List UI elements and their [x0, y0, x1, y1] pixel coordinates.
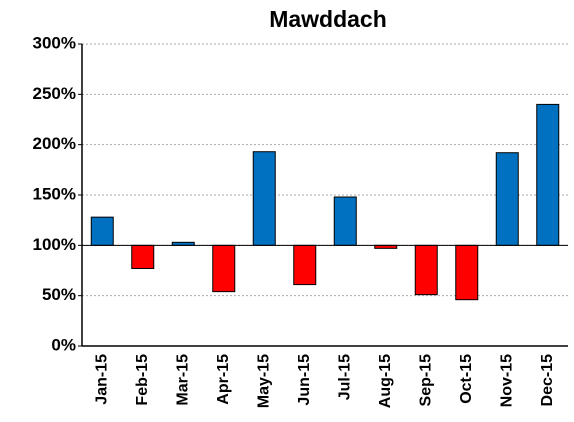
bar: [293, 244, 317, 286]
bar: [495, 152, 519, 246]
y-tick-label: 50%: [42, 285, 76, 304]
x-tick-label: Jul-15: [336, 354, 353, 400]
x-tick-label: Nov-15: [498, 354, 515, 407]
y-tick-label: 300%: [33, 33, 76, 52]
x-tick-label: Jun-15: [296, 354, 313, 406]
y-tick-label: 150%: [33, 184, 76, 203]
x-tick-label: Apr-15: [215, 354, 232, 405]
y-tick-label: 200%: [33, 134, 76, 153]
x-tick-label: Aug-15: [377, 354, 394, 408]
x-tick-label: Sep-15: [417, 354, 434, 407]
bar: [333, 196, 357, 246]
bar: [252, 151, 276, 246]
x-tick-label: Oct-15: [458, 354, 475, 404]
bar: [536, 103, 560, 246]
y-tick-label: 100%: [33, 235, 76, 254]
chart-title: Mawddach: [269, 6, 387, 32]
x-tick-label: Mar-15: [174, 354, 191, 406]
y-tick-label: 0%: [51, 335, 76, 354]
bar: [212, 244, 236, 293]
bar: [455, 244, 479, 301]
y-tick-label: 250%: [33, 84, 76, 103]
x-tick-label: Jan-15: [93, 354, 110, 405]
bar: [90, 216, 114, 246]
bar: [131, 244, 155, 269]
bar: [414, 244, 438, 296]
x-tick-label: Dec-15: [539, 354, 556, 407]
x-tick-label: May-15: [255, 354, 272, 408]
x-tick-label: Feb-15: [134, 354, 151, 406]
